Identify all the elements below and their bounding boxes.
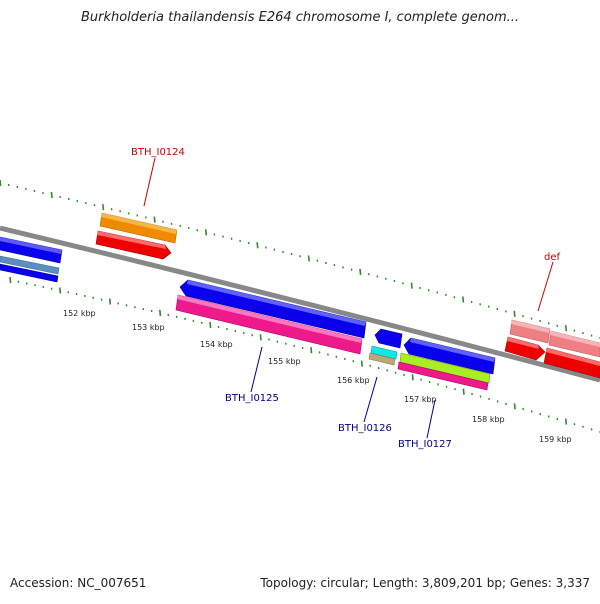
inner-scale-major-tick (566, 419, 567, 425)
genome-title: Burkholderia thailandensis E264 chromoso… (0, 10, 600, 25)
scale-label-152: 152 kbp (63, 309, 96, 318)
outer-scale-major-tick (154, 217, 155, 223)
outer-scale-major-tick (463, 297, 464, 303)
label-def[interactable]: def (544, 252, 561, 263)
gene-small-blue-shape (375, 329, 402, 348)
inner-scale-major-tick (412, 374, 413, 380)
scale-label-154: 154 kbp (200, 340, 233, 349)
scale-label-156: 156 kbp (337, 376, 370, 385)
scale-label-155: 155 kbp (268, 357, 301, 366)
inner-scale-major-tick (60, 288, 61, 294)
label-bth-i0127[interactable]: BTH_I0127 (398, 439, 452, 450)
outer-scale-major-tick (309, 255, 310, 261)
inner-scale-major-tick (10, 277, 11, 283)
forward-strand-genes (0, 213, 600, 378)
inner-scale-major-tick (260, 334, 261, 340)
label-bth-i0126[interactable]: BTH_I0126 (338, 423, 392, 434)
outer-scale-major-tick (103, 204, 104, 210)
outer-scale-major-tick (0, 180, 1, 186)
accession-text: Accession: NC_007651 (10, 576, 146, 590)
label-bth-i0125[interactable]: BTH_I0125 (225, 393, 279, 404)
outer-scale-major-tick (206, 229, 207, 235)
leader-bth-i0125 (251, 347, 262, 392)
scale-label-159: 159 kbp (539, 435, 572, 444)
inner-scale-major-tick (210, 322, 211, 328)
gene-bth-i0126-cyan[interactable] (369, 346, 397, 365)
scale-label-153: 153 kbp (132, 323, 165, 332)
leader-bth-i0124 (144, 158, 155, 206)
outer-scale-major-tick (514, 311, 515, 317)
genome-summary-text: Topology: circular; Length: 3,809,201 bp… (260, 576, 590, 590)
inner-scale-major-tick (514, 403, 515, 409)
outer-scale-major-tick (257, 242, 258, 248)
outer-scale-major-tick (566, 325, 567, 331)
inner-scale-major-tick (110, 299, 111, 305)
outer-scale-major-tick (360, 269, 361, 275)
leader-def (538, 262, 553, 311)
inner-scale-major-tick (362, 361, 363, 367)
inner-scale-major-tick (311, 347, 312, 353)
scale-label-157: 157 kbp (404, 395, 437, 404)
outer-scale-major-tick (411, 283, 412, 289)
gene-small-blue[interactable] (375, 329, 402, 348)
inner-scale-major-tick (463, 389, 464, 395)
outer-scale-major-tick (51, 192, 52, 198)
inner-scale-major-tick (160, 310, 161, 316)
scale-label-158: 158 kbp (472, 415, 505, 424)
label-bth-i0124[interactable]: BTH_I0124 (131, 147, 185, 158)
leader-bth-i0127 (427, 400, 435, 438)
reverse-strand-genes (0, 256, 495, 390)
